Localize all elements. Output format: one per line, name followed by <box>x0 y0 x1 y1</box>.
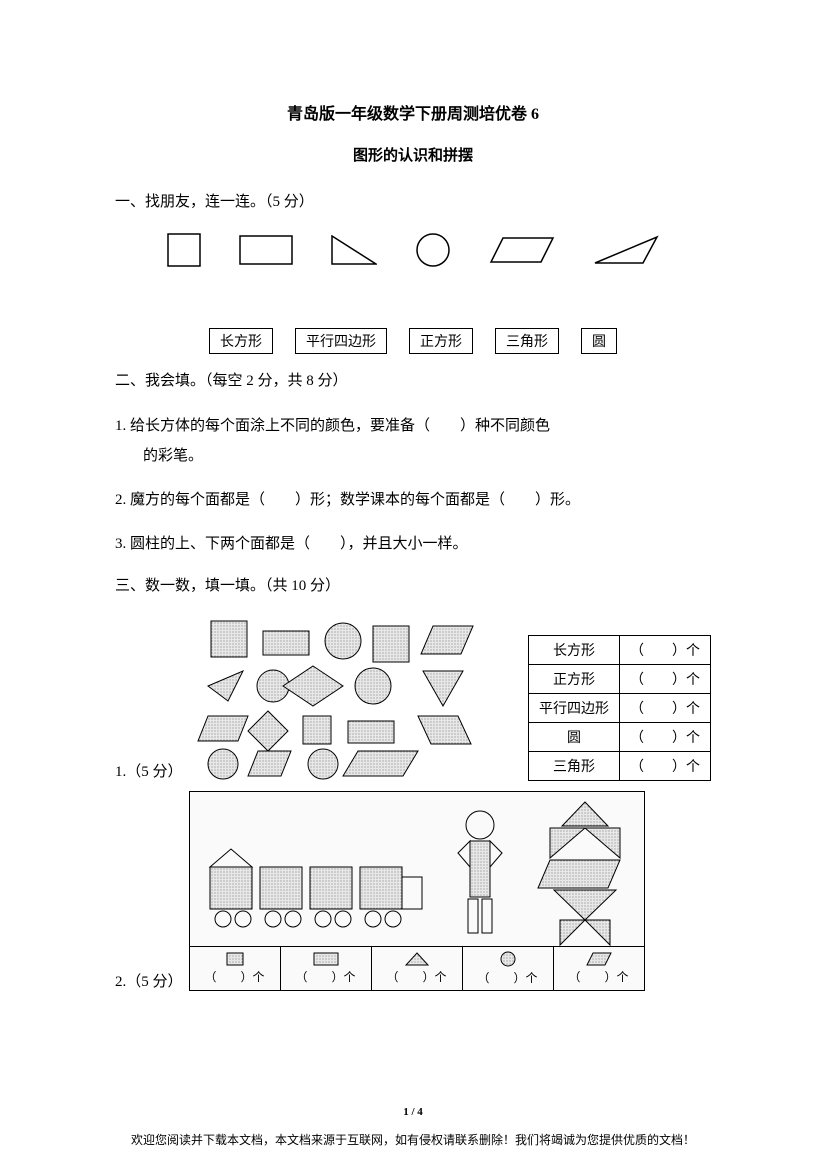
section3-q1-wrap: 1.（5 分） 长方形（ ）个 正方形（ ）个 平行四 <box>115 616 711 781</box>
shapes-row <box>115 232 711 268</box>
label-parallelogram: 平行四边形 <box>295 328 387 354</box>
label-rectangle: 长方形 <box>209 328 273 354</box>
section3-q2-strip: （ ）个 （ ）个 （ ）个 （ ）个 （ ）个 <box>190 946 644 990</box>
table-cell-name: 圆 <box>529 723 620 752</box>
strip-cell-rect: （ ）个 <box>281 947 372 990</box>
table-row: 正方形（ ）个 <box>529 665 711 694</box>
page-title: 青岛版一年级数学下册周测培优卷 6 <box>115 100 711 124</box>
table-cell-name: 三角形 <box>529 752 620 781</box>
section3-q1-label: 1.（5 分） <box>115 760 183 781</box>
section3-q2-wrap: 2.（5 分） <box>115 791 711 991</box>
shape-circle <box>415 232 451 268</box>
strip-blank: （ ）个 <box>478 969 538 986</box>
shape-rectangle <box>239 235 293 265</box>
shape-right-triangle <box>331 235 377 265</box>
table-row: 平行四边形（ ）个 <box>529 694 711 723</box>
shape-parallelogram <box>489 237 555 263</box>
page-subtitle: 图形的认识和拼摆 <box>115 144 711 165</box>
table-cell-name: 长方形 <box>529 636 620 665</box>
table-cell-blank: （ ）个 <box>620 665 711 694</box>
section2-q2: 2. 魔方的每个面都是（ ）形；数学课本的每个面都是（ ）形。 <box>115 485 711 515</box>
table-cell-blank: （ ）个 <box>620 723 711 752</box>
labels-row: 长方形 平行四边形 正方形 三角形 圆 <box>115 328 711 354</box>
section2-q1: 1. 给长方体的每个面涂上不同的颜色，要准备（ ）种不同颜色 的彩笔。 <box>115 411 711 471</box>
q1-text: 1. 给长方体的每个面涂上不同的颜色，要准备（ ）种不同颜色 <box>115 418 550 434</box>
strip-cell-square: （ ）个 <box>190 947 281 990</box>
table-row: 三角形（ ）个 <box>529 752 711 781</box>
table-row: 圆（ ）个 <box>529 723 711 752</box>
train-shape <box>205 847 435 947</box>
page-number: 1 / 4 <box>0 1106 826 1118</box>
section3-heading: 三、数一数，填一填。（共 10 分） <box>115 573 711 600</box>
strip-cell-parallelogram: （ ）个 <box>554 947 644 990</box>
footer-text: 欢迎您阅读并下载本文档，本文档来源于互联网，如有侵权请联系删除！我们将竭诚为您提… <box>0 1131 826 1148</box>
shape-square <box>167 233 201 267</box>
person-shape <box>450 807 510 947</box>
section1-heading: 一、找朋友，连一连。（5 分） <box>115 189 711 216</box>
table-row: 长方形（ ）个 <box>529 636 711 665</box>
section3-q2-figure: （ ）个 （ ）个 （ ）个 （ ）个 （ ）个 <box>189 791 645 991</box>
label-triangle: 三角形 <box>495 328 559 354</box>
section3-q1-shapes <box>193 616 483 781</box>
table-cell-name: 正方形 <box>529 665 620 694</box>
strip-blank: （ ）个 <box>569 968 629 985</box>
q1b-text: 的彩笔。 <box>115 448 203 464</box>
strip-blank: （ ）个 <box>387 968 447 985</box>
table-cell-name: 平行四边形 <box>529 694 620 723</box>
section2-heading: 二、我会填。（每空 2 分，共 8 分） <box>115 368 711 395</box>
strip-cell-circle: （ ）个 <box>463 947 554 990</box>
strip-cell-triangle: （ ）个 <box>372 947 463 990</box>
shape-scalene-triangle <box>593 235 659 265</box>
tree-shape <box>530 800 640 948</box>
strip-blank: （ ）个 <box>296 968 356 985</box>
table-cell-blank: （ ）个 <box>620 694 711 723</box>
table-cell-blank: （ ）个 <box>620 752 711 781</box>
label-square: 正方形 <box>409 328 473 354</box>
section3-q1-table: 长方形（ ）个 正方形（ ）个 平行四边形（ ）个 圆（ ）个 三角形（ ）个 <box>528 635 711 781</box>
table-cell-blank: （ ）个 <box>620 636 711 665</box>
section3-q2-label: 2.（5 分） <box>115 970 183 991</box>
strip-blank: （ ）个 <box>205 968 265 985</box>
label-circle: 圆 <box>581 328 617 354</box>
section2-q3: 3. 圆柱的上、下两个面都是（ ），并且大小一样。 <box>115 529 711 559</box>
